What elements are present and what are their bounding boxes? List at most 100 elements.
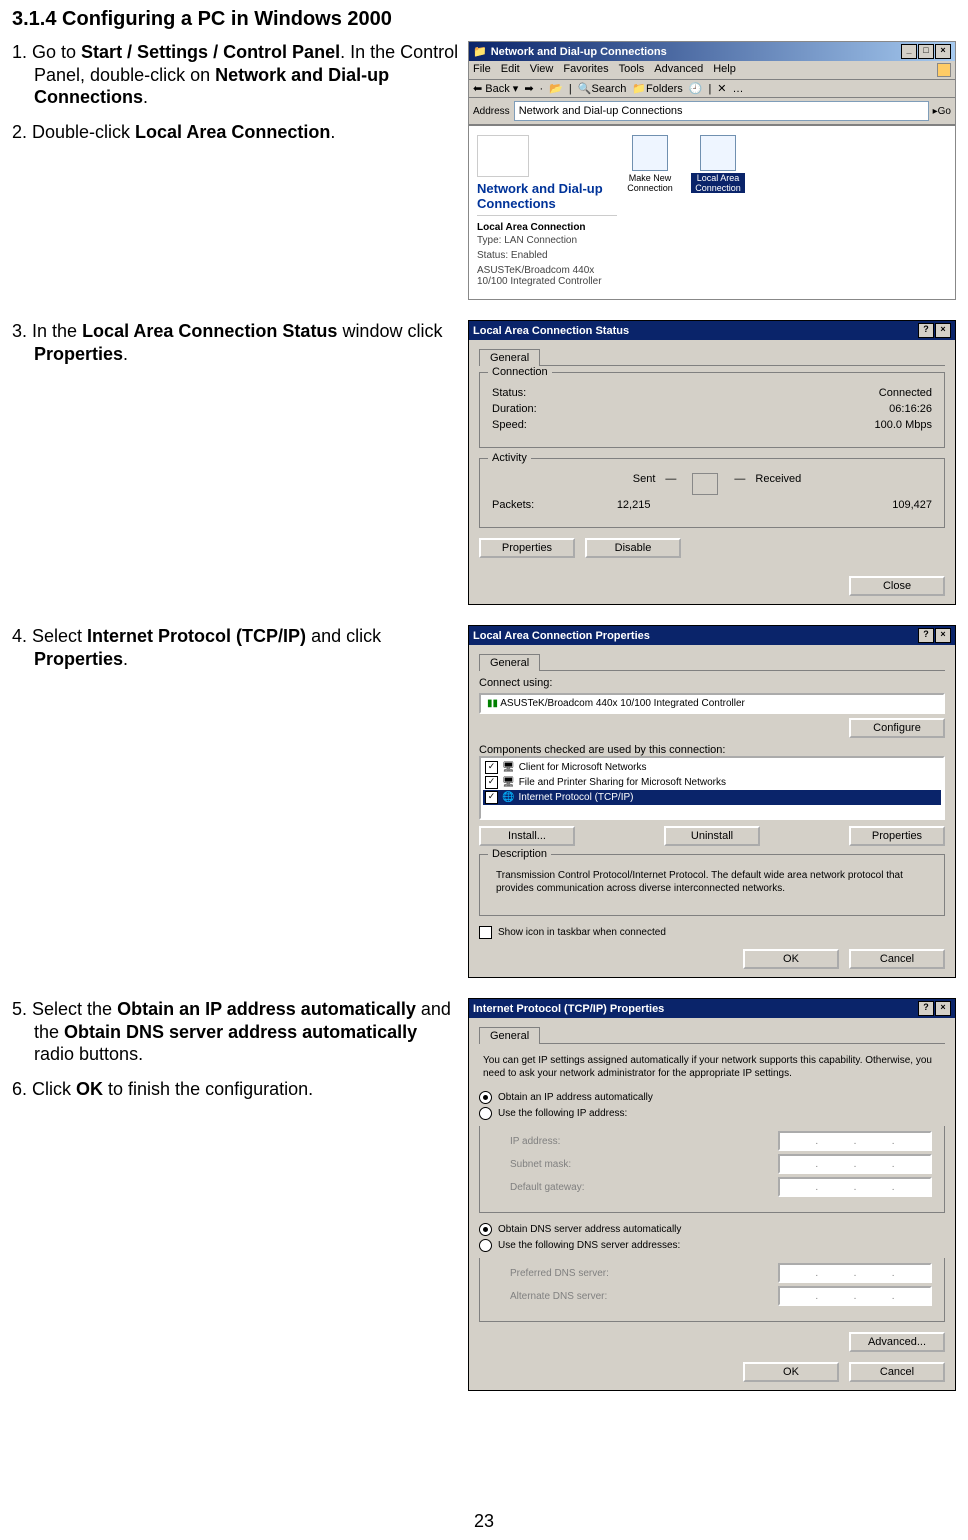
activity-icon [692, 473, 718, 495]
up-button[interactable]: 📂 [549, 82, 563, 95]
close-button[interactable]: × [935, 628, 951, 643]
folder-icon: 📁 [473, 45, 487, 58]
menu-bar[interactable]: File Edit View Favorites Tools Advanced Help [469, 61, 955, 80]
radio-auto-dns[interactable] [479, 1223, 492, 1236]
instructions-block-2: 3. In the Local Area Connection Status w… [12, 320, 460, 377]
search-button[interactable]: 🔍Search [578, 82, 627, 95]
list-item-selected[interactable]: ✓🌐Internet Protocol (TCP/IP) [483, 790, 941, 805]
step5-bold1: Obtain an IP address automatically [117, 999, 416, 1019]
menu-view[interactable]: View [530, 63, 554, 77]
help-button[interactable]: ? [918, 628, 934, 643]
close-button[interactable]: × [935, 44, 951, 59]
ok-button[interactable]: OK [743, 949, 839, 969]
screenshot-network-connections: 📁 Network and Dial-up Connections _□× Fil… [468, 41, 956, 300]
maximize-button[interactable]: □ [918, 44, 934, 59]
step1-bold1: Start / Settings / Control Panel [81, 42, 340, 62]
label-subnet: Subnet mask: [510, 1159, 772, 1170]
screenshot-lan-status: Local Area Connection Status ?× General … [468, 320, 956, 605]
input-ip[interactable]: ... [778, 1131, 932, 1151]
group-connection: Connection Status:Connected Duration:06:… [479, 372, 945, 448]
checkbox-show-icon[interactable] [479, 926, 492, 939]
step2-text: 2. Double-click [12, 122, 135, 142]
radio-manual-ip[interactable] [479, 1107, 492, 1120]
menu-edit[interactable]: Edit [501, 63, 520, 77]
close-button[interactable]: × [935, 1001, 951, 1016]
throbber-icon [937, 63, 951, 77]
screenshot-tcpip-properties: Internet Protocol (TCP/IP) Properties ?×… [468, 998, 956, 1391]
close-button[interactable]: × [935, 323, 951, 338]
screenshot-lan-properties: Local Area Connection Properties ?× Gene… [468, 625, 956, 978]
input-dns2[interactable]: ... [778, 1286, 932, 1306]
value-duration: 06:16:26 [889, 403, 932, 415]
menu-file[interactable]: File [473, 63, 491, 77]
step4-bold2: Properties [34, 649, 123, 669]
tab-general[interactable]: General [479, 1027, 540, 1044]
back-button[interactable]: ⬅ Back ▾ [473, 82, 518, 95]
cancel-button[interactable]: Cancel [849, 1362, 945, 1382]
step6-bold: OK [76, 1079, 103, 1099]
icon-local-area-connection[interactable]: Local Area Connection [691, 135, 745, 193]
label-ip: IP address: [510, 1136, 772, 1147]
dialog-title: Local Area Connection Status [473, 325, 629, 337]
menu-advanced[interactable]: Advanced [654, 63, 703, 77]
properties-button[interactable]: Properties [479, 538, 575, 558]
group-dns-fields: Preferred DNS server:... Alternate DNS s… [479, 1258, 945, 1322]
configure-button[interactable]: Configure [849, 718, 945, 738]
properties-button[interactable]: Properties [849, 826, 945, 846]
menu-tools[interactable]: Tools [619, 63, 645, 77]
menu-favorites[interactable]: Favorites [563, 63, 608, 77]
folders-button[interactable]: 📁Folders [632, 82, 682, 95]
connection-device: ASUSTeK/Broadcom 440x 10/100 Integrated … [477, 265, 617, 287]
install-button[interactable]: Install... [479, 826, 575, 846]
uninstall-button[interactable]: Uninstall [664, 826, 760, 846]
input-gateway[interactable]: ... [778, 1177, 932, 1197]
tab-general[interactable]: General [479, 349, 540, 366]
label-received: Received [755, 473, 801, 495]
label-connect-using: Connect using: [479, 677, 945, 689]
intro-text: You can get IP settings assigned automat… [479, 1050, 945, 1088]
forward-button[interactable]: ➡ [524, 82, 533, 95]
ok-button[interactable]: OK [743, 1362, 839, 1382]
advanced-button[interactable]: Advanced... [849, 1332, 945, 1352]
group-description: Description Transmission Control Protoco… [479, 854, 945, 916]
icon-make-new-connection[interactable]: Make New Connection [623, 135, 677, 193]
panel-icon [477, 135, 529, 177]
tab-general[interactable]: General [479, 654, 540, 671]
list-item[interactable]: ✓🖥Client for Microsoft Networks [483, 760, 941, 775]
address-label: Address [473, 106, 510, 117]
label-status: Status: [492, 387, 526, 399]
help-button[interactable]: ? [918, 1001, 934, 1016]
dialog-title: Internet Protocol (TCP/IP) Properties [473, 1003, 664, 1015]
connection-type: Type: LAN Connection [477, 235, 617, 246]
radio-auto-ip[interactable] [479, 1091, 492, 1104]
components-list[interactable]: ✓🖥Client for Microsoft Networks ✓🖥File a… [479, 756, 945, 820]
label-components: Components checked are used by this conn… [479, 744, 945, 756]
label-duration: Duration: [492, 403, 537, 415]
cancel-button[interactable]: Cancel [849, 949, 945, 969]
value-received: 109,427 [733, 499, 932, 511]
step1-text: 1. Go to [12, 42, 81, 62]
go-button[interactable]: ▸Go [933, 106, 951, 117]
label-dns1: Preferred DNS server: [510, 1268, 772, 1279]
input-subnet[interactable]: ... [778, 1154, 932, 1174]
close-button[interactable]: Close [849, 576, 945, 596]
description-text: Transmission Control Protocol/Internet P… [492, 865, 932, 903]
address-input[interactable] [514, 101, 929, 121]
window-title: Network and Dial-up Connections [491, 46, 667, 58]
page-number: 23 [12, 1511, 956, 1532]
input-dns1[interactable]: ... [778, 1263, 932, 1283]
toolbar[interactable]: ⬅ Back ▾➡·📂|🔍Search📁Folders🕘|✕… [469, 80, 955, 98]
group-activity: Activity Sent——Received Packets:12,21510… [479, 458, 945, 528]
value-speed: 100.0 Mbps [875, 419, 932, 431]
help-button[interactable]: ? [918, 323, 934, 338]
disable-button[interactable]: Disable [585, 538, 681, 558]
label-gateway: Default gateway: [510, 1182, 772, 1193]
radio-manual-dns[interactable] [479, 1239, 492, 1252]
label-sent: Sent [633, 473, 656, 495]
step3-bold2: Properties [34, 344, 123, 364]
minimize-button[interactable]: _ [901, 44, 917, 59]
history-button[interactable]: 🕘 [689, 82, 703, 95]
menu-help[interactable]: Help [713, 63, 736, 77]
step5-bold2: Obtain DNS server address automatically [64, 1022, 417, 1042]
list-item[interactable]: ✓🖥File and Printer Sharing for Microsoft… [483, 775, 941, 790]
